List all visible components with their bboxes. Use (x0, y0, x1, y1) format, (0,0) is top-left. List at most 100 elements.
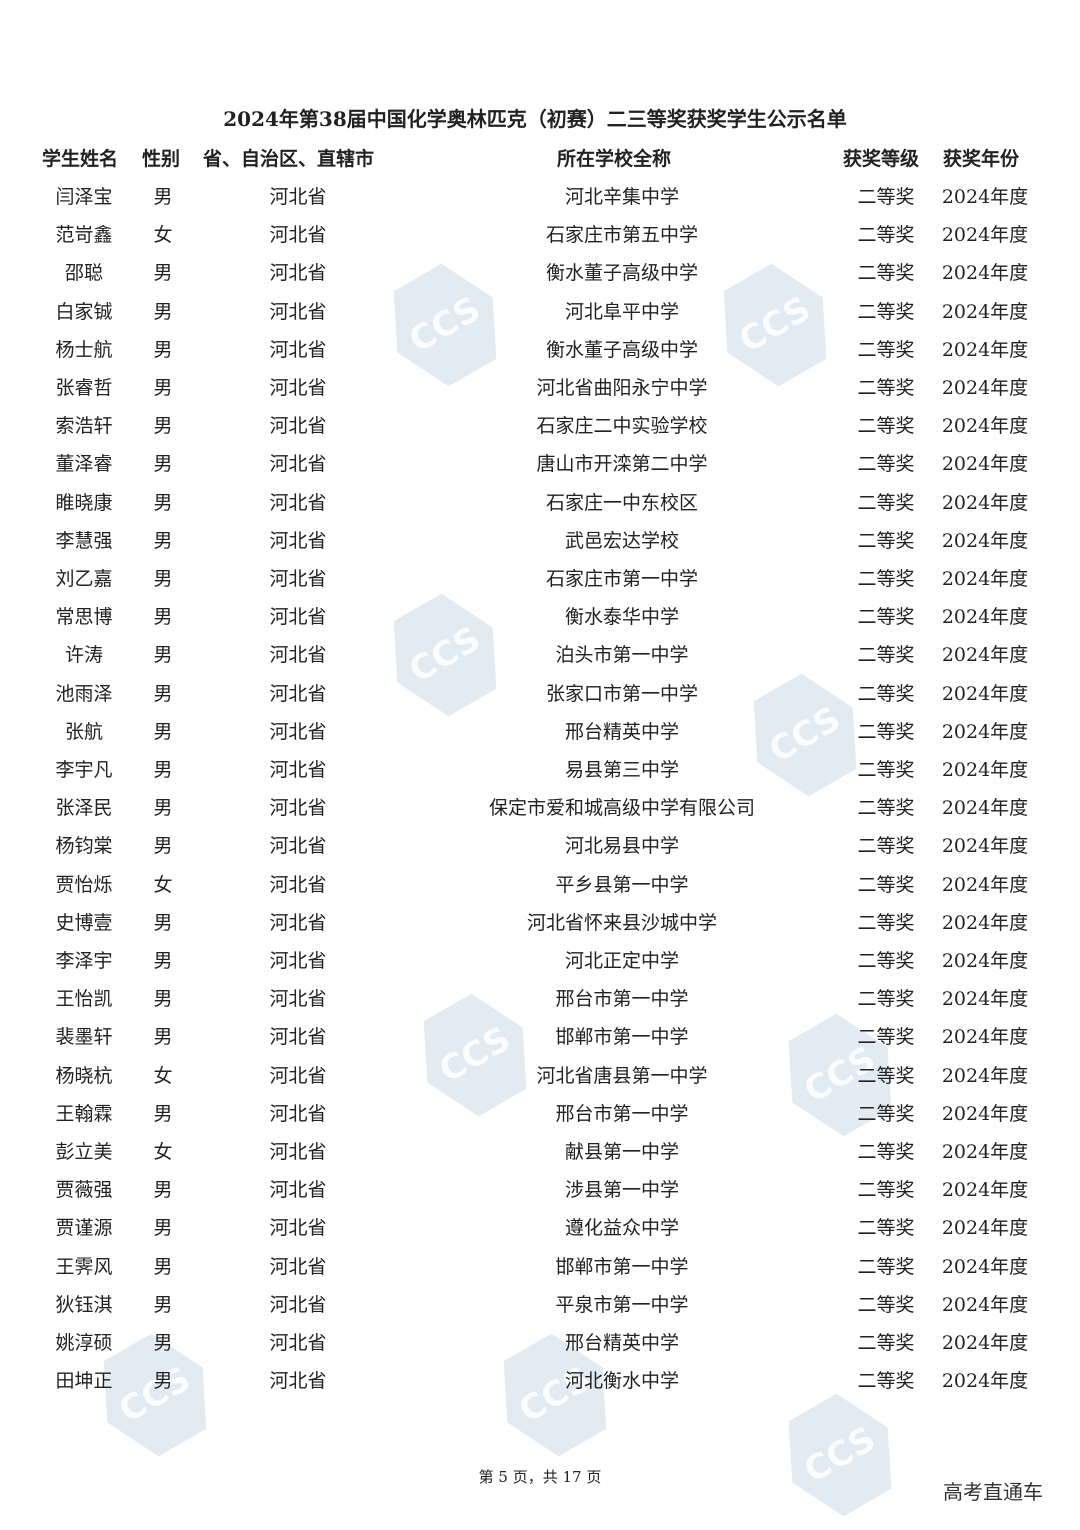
cell-school: 河北省怀来县沙城中学 (526, 911, 718, 934)
cell-level: 二等奖 (857, 1370, 915, 1393)
cell-year: 2024年度 (941, 682, 1029, 705)
cell-name: 常思博 (55, 606, 113, 629)
cell-gender: 男 (153, 491, 173, 514)
cell-school: 石家庄二中实验学校 (536, 415, 708, 438)
cell-province: 河北省 (269, 300, 327, 323)
cell-year: 2024年度 (941, 300, 1029, 323)
cell-level: 二等奖 (857, 835, 915, 858)
cell-name: 许涛 (64, 644, 104, 667)
cell-level: 二等奖 (857, 911, 915, 934)
brand-label: 高考直通车 (943, 1480, 1043, 1504)
cell-school: 河北省曲阳永宁中学 (536, 377, 708, 399)
cell-level: 二等奖 (857, 1102, 915, 1125)
cell-level: 二等奖 (857, 1293, 915, 1316)
cell-gender: 男 (153, 1026, 173, 1049)
cell-province: 河北省 (269, 224, 327, 247)
cell-level: 二等奖 (857, 415, 915, 438)
cell-school: 石家庄市第五中学 (545, 224, 699, 247)
table-row: 李慧强 男 河北省 武邑宏达学校 二等奖 2024年度 (0, 526, 1080, 564)
table-row: 睢晓康 男 河北省 石家庄一中东校区 二等奖 2024年度 (0, 488, 1080, 526)
cell-level: 二等奖 (857, 1141, 915, 1163)
table-row: 刘乙嘉 男 河北省 石家庄市第一中学 二等奖 2024年度 (0, 564, 1080, 602)
cell-level: 二等奖 (857, 377, 915, 399)
cell-province: 河北省 (269, 1370, 327, 1393)
cell-level: 二等奖 (857, 1332, 915, 1354)
cell-school: 武邑宏达学校 (564, 529, 680, 552)
cell-name: 彭立美 (55, 1141, 113, 1163)
cell-year: 2024年度 (941, 377, 1029, 399)
cell-school: 衡水董子高级中学 (545, 338, 699, 361)
cell-level: 二等奖 (857, 568, 915, 590)
cell-year: 2024年度 (941, 644, 1029, 667)
table-row: 李泽宇 男 河北省 河北正定中学 二等奖 2024年度 (0, 946, 1080, 984)
cell-level: 二等奖 (857, 186, 915, 208)
cell-gender: 男 (153, 1179, 173, 1202)
cell-school: 河北易县中学 (564, 835, 680, 858)
cell-gender: 女 (153, 224, 173, 247)
cell-year: 2024年度 (941, 1293, 1029, 1316)
cell-gender: 男 (153, 1217, 173, 1240)
cell-school: 献县第一中学 (564, 1141, 680, 1163)
table-row: 李宇凡 男 河北省 易县第三中学 二等奖 2024年度 (0, 755, 1080, 793)
cell-school: 邢台市第一中学 (555, 988, 689, 1011)
cell-name: 贾谨源 (55, 1217, 113, 1240)
cell-school: 保定市爱和城高级中学有限公司 (488, 797, 756, 820)
cell-gender: 男 (153, 606, 173, 629)
table-row: 王怡凯 男 河北省 邢台市第一中学 二等奖 2024年度 (0, 984, 1080, 1022)
table-row: 田坤正 男 河北省 河北衡水中学 二等奖 2024年度 (0, 1366, 1080, 1404)
cell-school: 泊头市第一中学 (555, 644, 689, 667)
table-row: 贾怡烁 女 河北省 平乡县第一中学 二等奖 2024年度 (0, 870, 1080, 908)
cell-name: 索浩轩 (55, 415, 113, 438)
table-row: 池雨泽 男 河北省 张家口市第一中学 二等奖 2024年度 (0, 679, 1080, 717)
cell-year: 2024年度 (941, 224, 1029, 247)
cell-province: 河北省 (269, 262, 327, 285)
cell-level: 二等奖 (857, 873, 915, 896)
cell-year: 2024年度 (941, 1255, 1029, 1278)
cell-name: 刘乙嘉 (55, 568, 113, 590)
cell-level: 二等奖 (857, 988, 915, 1011)
cell-level: 二等奖 (857, 644, 915, 667)
cell-school: 邢台市第一中学 (555, 1102, 689, 1125)
cell-gender: 男 (153, 835, 173, 858)
cell-name: 杨士航 (55, 338, 113, 361)
table-row: 杨钧棠 男 河北省 河北易县中学 二等奖 2024年度 (0, 831, 1080, 869)
cell-name: 贾怡烁 (55, 873, 113, 896)
table-row: 姚淳硕 男 河北省 邢台精英中学 二等奖 2024年度 (0, 1328, 1080, 1366)
cell-level: 二等奖 (857, 529, 915, 552)
cell-province: 河北省 (269, 1064, 327, 1087)
cell-level: 二等奖 (857, 300, 915, 323)
cell-name: 杨钧棠 (55, 835, 113, 858)
cell-year: 2024年度 (941, 988, 1029, 1011)
cell-name: 范岢鑫 (55, 224, 113, 247)
cell-name: 张航 (64, 720, 104, 743)
cell-name: 池雨泽 (55, 682, 113, 705)
cell-name: 田坤正 (55, 1370, 113, 1393)
cell-school: 邢台精英中学 (564, 1332, 680, 1354)
table-row: 狄钰淇 男 河北省 平泉市第一中学 二等奖 2024年度 (0, 1290, 1080, 1328)
cell-gender: 男 (153, 453, 173, 476)
cell-gender: 男 (153, 950, 173, 972)
table-row: 索浩轩 男 河北省 石家庄二中实验学校 二等奖 2024年度 (0, 411, 1080, 449)
cell-school: 石家庄一中东校区 (545, 491, 699, 514)
cell-province: 河北省 (269, 529, 327, 552)
table-row: 彭立美 女 河北省 献县第一中学 二等奖 2024年度 (0, 1137, 1080, 1175)
cell-gender: 男 (153, 1293, 173, 1316)
cell-level: 二等奖 (857, 606, 915, 629)
cell-name: 白家铖 (55, 300, 113, 323)
cell-year: 2024年度 (941, 950, 1029, 972)
cell-year: 2024年度 (941, 1064, 1029, 1087)
cell-year: 2024年度 (941, 262, 1029, 285)
cell-name: 李慧强 (55, 529, 113, 552)
table-row: 史博壹 男 河北省 河北省怀来县沙城中学 二等奖 2024年度 (0, 908, 1080, 946)
cell-level: 二等奖 (857, 338, 915, 361)
cell-year: 2024年度 (941, 1370, 1029, 1393)
cell-province: 河北省 (269, 415, 327, 438)
cell-name: 睢晓康 (55, 491, 113, 514)
header-year: 获奖年份 (943, 148, 1020, 170)
table-row: 贾薇强 男 河北省 涉县第一中学 二等奖 2024年度 (0, 1175, 1080, 1213)
cell-year: 2024年度 (941, 1332, 1029, 1354)
cell-school: 平乡县第一中学 (555, 873, 689, 896)
table-row: 常思博 男 河北省 衡水泰华中学 二等奖 2024年度 (0, 602, 1080, 640)
cell-province: 河北省 (269, 1141, 327, 1163)
cell-province: 河北省 (269, 797, 327, 820)
